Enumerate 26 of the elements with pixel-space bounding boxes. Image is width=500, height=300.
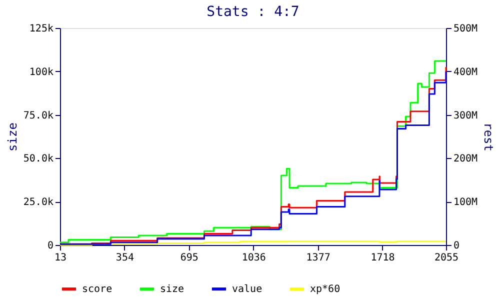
y-axis-title: size	[5, 122, 20, 152]
y2-axis-title: rest	[482, 122, 496, 152]
x-tick-label: 695	[180, 252, 198, 264]
y2-tick-label: 300M	[454, 110, 478, 122]
y2-tick-label: 0	[454, 240, 460, 252]
y-tick-label: 25.0k	[23, 197, 54, 208]
x-tick-label: 1718	[370, 252, 395, 264]
y-tick-label: 125k	[29, 24, 54, 34]
y-tick-label: 100k	[29, 66, 54, 78]
legend-label: score	[82, 284, 112, 295]
x-tick-label: 13	[54, 252, 67, 264]
x-tick-label: 354	[116, 252, 134, 264]
y2-tick-label: 500M	[454, 24, 478, 34]
legend-label: size	[160, 284, 184, 295]
y-tick-label: 50.0k	[23, 154, 54, 165]
y-tick-label: 0	[47, 240, 54, 252]
x-tick-label: 2055	[434, 252, 459, 264]
x-tick-label: 1036	[242, 252, 266, 264]
y2-tick-label: 400M	[454, 66, 478, 78]
legend-label: value	[232, 284, 262, 295]
legend-label: xp*60	[310, 284, 340, 295]
x-tick-label: 1377	[306, 252, 330, 264]
chart-title: Stats : 4:7	[206, 4, 300, 20]
y-tick-label: 75.0k	[23, 110, 54, 122]
y2-tick-label: 100M	[454, 197, 478, 208]
y2-tick-label: 200M	[454, 154, 478, 165]
